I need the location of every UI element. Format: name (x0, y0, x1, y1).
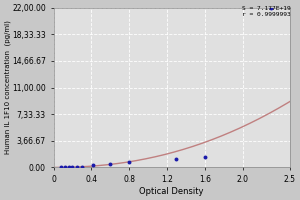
Point (75, 165, 80, 169)
Text: S = 7.177E+19
r = 0.9999993: S = 7.177E+19 r = 0.9999993 (242, 6, 291, 17)
Point (108, 162, 113, 165)
Point (70, 166, 75, 169)
Point (91, 164, 96, 167)
Y-axis label: Human IL 1F10 concentration  (pg/ml): Human IL 1F10 concentration (pg/ml) (4, 21, 11, 154)
Point (66, 166, 71, 169)
X-axis label: Optical Density: Optical Density (140, 187, 204, 196)
Point (202, 156, 207, 159)
Point (268, 6, 273, 9)
Point (62, 166, 67, 169)
Point (80, 165, 84, 168)
Point (174, 158, 179, 161)
Point (127, 161, 132, 164)
Point (59, 166, 64, 169)
